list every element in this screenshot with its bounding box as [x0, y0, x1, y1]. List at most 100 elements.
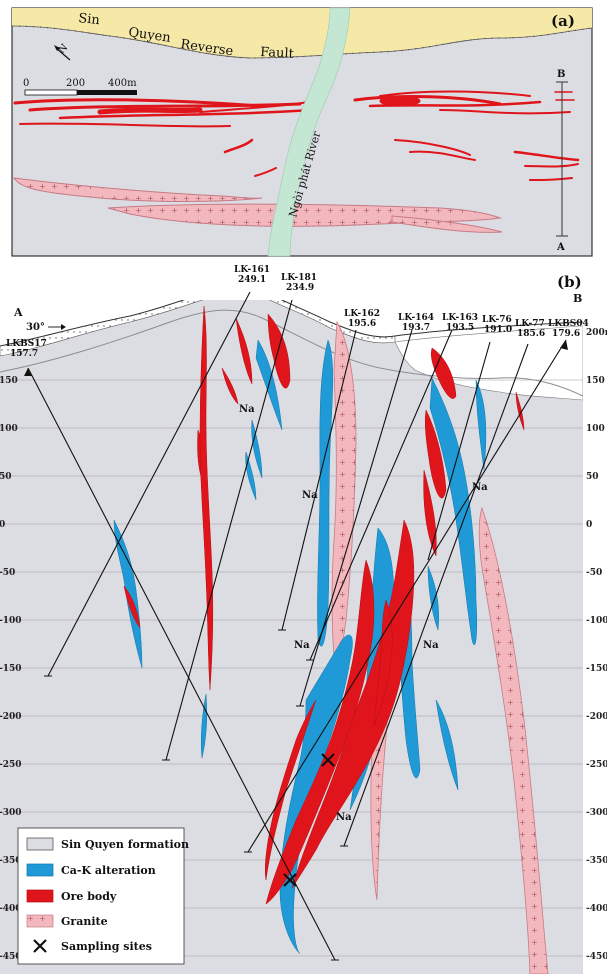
svg-text:LK-76: LK-76: [482, 315, 512, 325]
ore-bodies: [123, 305, 525, 905]
fault-word-4: Fault: [260, 45, 295, 62]
na-labels: Na Na Na Na Na Na: [239, 404, 488, 823]
left-tick-label: -250: [0, 760, 22, 770]
legend-item-sin-quyen: Sin Quyen formation: [26, 837, 189, 851]
left-tick-label: -450: [0, 952, 22, 962]
svg-text:249.1: 249.1: [238, 275, 266, 285]
fault-word-3: Reverse: [179, 37, 234, 59]
svg-text:157.7: 157.7: [10, 349, 38, 359]
scale-label-400: 400m: [108, 78, 137, 89]
dip-indicator: 30°: [26, 322, 66, 333]
svg-text:Granite: Granite: [61, 915, 108, 928]
panel-a-label: (a): [551, 12, 575, 30]
right-tick-label: -250: [586, 760, 607, 770]
left-tick-label: 150: [0, 376, 18, 386]
svg-text:LK-164: LK-164: [398, 313, 434, 323]
svg-text:Sin Quyen formation: Sin Quyen formation: [61, 838, 189, 851]
fault-word-1: Sin: [78, 11, 102, 28]
na-label-1: Na: [239, 404, 255, 415]
na-label-5: Na: [423, 640, 439, 651]
svg-text:234.9: 234.9: [286, 283, 314, 293]
ore-lenses-map: [13, 90, 580, 181]
sampling-site-legend-icon: [33, 939, 47, 953]
svg-text:193.7: 193.7: [402, 323, 430, 333]
svg-text:LK-163: LK-163: [442, 313, 478, 323]
granite-dyke-right: [478, 506, 549, 974]
drillhole-lk163: LK-163 193.5: [442, 313, 478, 333]
svg-text:179.6: 179.6: [552, 329, 580, 339]
na-label-4: Na: [294, 640, 310, 651]
svg-text:Sampling sites: Sampling sites: [61, 940, 152, 953]
na-label-6: Na: [336, 812, 352, 823]
legend-item-ore: Ore body: [26, 889, 117, 903]
scale-label-0: 0: [23, 78, 29, 89]
left-elevation-axis: 150 100 50 0 -50 -100 -150 -200 -250 -300 -350 -400…: [0, 376, 22, 962]
scale-label-200: 200: [66, 78, 85, 89]
svg-text:LK-161: LK-161: [234, 265, 270, 275]
sampling-site-icon-2: [283, 873, 297, 887]
section-end-a: A: [556, 242, 565, 253]
svg-text:193.5: 193.5: [446, 323, 474, 333]
left-tick-label: 50: [0, 472, 12, 482]
section-end-b: B: [557, 69, 565, 80]
scale-bar: 0 200 400m: [23, 78, 137, 96]
drillhole-lk164: LK-164 193.7: [398, 313, 434, 333]
right-tick-label: -400: [586, 904, 607, 914]
right-tick-label: 100: [586, 424, 605, 434]
river: [267, 7, 351, 257]
panel-b-section: (b) 200m 150 100 50 0 -50 -100 -150 -200 -250 -300…: [0, 265, 607, 974]
drillhole-lkbs17: LKBS17 157.7: [6, 339, 47, 359]
svg-text:LK-181: LK-181: [281, 273, 317, 283]
svg-text:Ca-K alteration: Ca-K alteration: [61, 864, 156, 877]
drillhole-lkbs04: LKBS04 179.6: [548, 319, 589, 339]
svg-text:Ore body: Ore body: [61, 890, 117, 903]
right-tick-label: -450: [586, 952, 607, 962]
drill-hole-arrowheads: [24, 340, 568, 376]
granite-bodies-map: [13, 177, 503, 233]
drillhole-labels: LK-161 249.1 LK-181 234.9 LK-162 195.6 L…: [6, 265, 589, 359]
left-tick-label: -200: [0, 712, 22, 722]
left-tick-label: -400: [0, 904, 22, 914]
left-tick-label: -50: [0, 568, 15, 578]
right-tick-label: -150: [586, 664, 607, 674]
left-tick-label: 100: [0, 424, 18, 434]
sampling-site-icon-1: [321, 753, 335, 767]
svg-text:LK-77: LK-77: [515, 319, 545, 329]
svg-text:191.0: 191.0: [484, 325, 512, 335]
right-tick-label: 150: [586, 376, 605, 386]
left-tick-label: -300: [0, 808, 22, 818]
na-label-3: Na: [472, 482, 488, 493]
fault-word-2: Quyen: [127, 25, 172, 46]
fault-zone: [12, 8, 592, 58]
right-tick-label: -50: [586, 568, 602, 578]
left-tick-label: -150: [0, 664, 22, 674]
right-tick-label: -300: [586, 808, 607, 818]
legend-item-ca-k: Ca-K alteration: [26, 863, 156, 877]
drillhole-lk161: LK-161 249.1: [234, 265, 270, 285]
drillhole-lk181: LK-181 234.9: [281, 273, 317, 293]
right-tick-label: -350: [586, 856, 607, 866]
left-tick-label: -350: [0, 856, 22, 866]
dip-label: 30°: [26, 322, 45, 333]
panel-a-map: (a) Sin Quyen Reverse Fault N 0 200 400m: [11, 7, 593, 257]
drillhole-lk162: LK-162 195.6: [344, 309, 380, 329]
drillhole-lk77: LK-77 185.6: [515, 319, 545, 339]
legend: Sin Quyen formation Ca-K alteration Ore …: [17, 827, 189, 965]
left-tick-label: 0: [0, 520, 5, 530]
legend-item-granite: Granite: [26, 914, 108, 928]
section-line-a: B A: [556, 69, 568, 253]
left-tick-label: -100: [0, 616, 22, 626]
svg-text:LK-162: LK-162: [344, 309, 380, 319]
right-tick-label: 200m: [586, 328, 607, 338]
right-tick-label: -100: [586, 616, 607, 626]
legend-item-sampling: Sampling sites: [33, 939, 152, 953]
right-tick-label: -200: [586, 712, 607, 722]
right-tick-label: 0: [586, 520, 592, 530]
drill-hole-traces: [27, 291, 567, 961]
svg-text:195.6: 195.6: [348, 319, 376, 329]
section-b-end-a: A: [13, 306, 23, 319]
drillhole-lk76: LK-76 191.0: [482, 315, 512, 335]
svg-text:LKBS17: LKBS17: [6, 339, 47, 349]
panel-b-label: (b): [557, 273, 582, 291]
